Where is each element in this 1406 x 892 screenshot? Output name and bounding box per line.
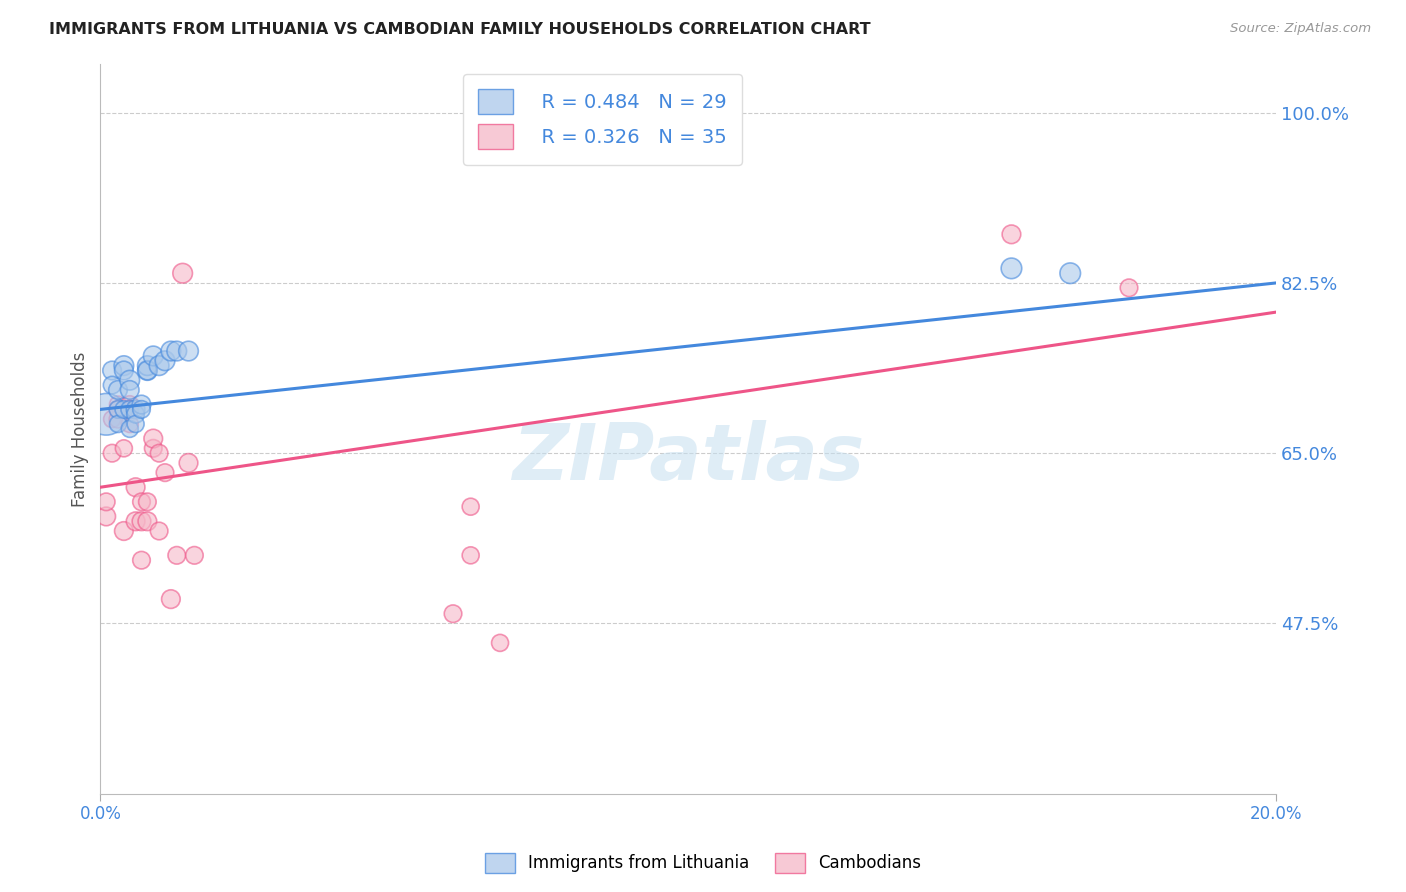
Point — [124, 417, 146, 431]
Point — [131, 553, 153, 567]
Point — [131, 495, 153, 509]
Legend:   R = 0.484   N = 29,   R = 0.326   N = 35: R = 0.484 N = 29, R = 0.326 N = 35 — [463, 74, 742, 165]
Point — [96, 509, 118, 524]
Point — [112, 524, 135, 538]
Text: IMMIGRANTS FROM LITHUANIA VS CAMBODIAN FAMILY HOUSEHOLDS CORRELATION CHART: IMMIGRANTS FROM LITHUANIA VS CAMBODIAN F… — [49, 22, 870, 37]
Point — [107, 383, 129, 397]
Point — [107, 398, 129, 412]
Point — [148, 359, 170, 373]
Point — [124, 402, 146, 417]
Point — [1000, 261, 1022, 276]
Point — [160, 592, 183, 607]
Point — [101, 363, 124, 377]
Point — [131, 402, 153, 417]
Point — [441, 607, 464, 621]
Point — [107, 402, 129, 417]
Point — [118, 398, 141, 412]
Point — [183, 549, 205, 563]
Point — [177, 456, 200, 470]
Point — [153, 466, 176, 480]
Point — [112, 442, 135, 456]
Point — [148, 446, 170, 460]
Point — [96, 407, 118, 421]
Point — [96, 495, 118, 509]
Point — [118, 417, 141, 431]
Point — [1059, 266, 1081, 280]
Point — [172, 266, 194, 280]
Point — [112, 363, 135, 377]
Point — [177, 344, 200, 359]
Point — [136, 495, 159, 509]
Point — [131, 514, 153, 528]
Point — [142, 432, 165, 446]
Point — [124, 514, 146, 528]
Point — [101, 412, 124, 426]
Point — [101, 378, 124, 392]
Legend: Immigrants from Lithuania, Cambodians: Immigrants from Lithuania, Cambodians — [478, 847, 928, 880]
Point — [489, 636, 512, 650]
Text: Source: ZipAtlas.com: Source: ZipAtlas.com — [1230, 22, 1371, 36]
Point — [136, 359, 159, 373]
Point — [460, 500, 482, 514]
Point — [131, 398, 153, 412]
Point — [148, 524, 170, 538]
Point — [1118, 281, 1140, 295]
Point — [112, 359, 135, 373]
Point — [107, 402, 129, 417]
Point — [136, 363, 159, 377]
Point — [160, 344, 183, 359]
Point — [118, 402, 141, 417]
Point — [136, 363, 159, 377]
Point — [460, 549, 482, 563]
Point — [166, 549, 188, 563]
Point — [118, 422, 141, 436]
Point — [118, 402, 141, 417]
Point — [1000, 227, 1022, 242]
Point — [107, 417, 129, 431]
Point — [124, 407, 146, 421]
Point — [136, 514, 159, 528]
Point — [153, 353, 176, 368]
Point — [166, 344, 188, 359]
Text: ZIPatlas: ZIPatlas — [512, 420, 865, 496]
Point — [107, 412, 129, 426]
Y-axis label: Family Households: Family Households — [72, 351, 89, 507]
Point — [118, 373, 141, 387]
Point — [118, 383, 141, 397]
Point — [112, 402, 135, 417]
Point — [142, 349, 165, 363]
Point — [101, 446, 124, 460]
Point — [142, 442, 165, 456]
Point — [124, 480, 146, 494]
